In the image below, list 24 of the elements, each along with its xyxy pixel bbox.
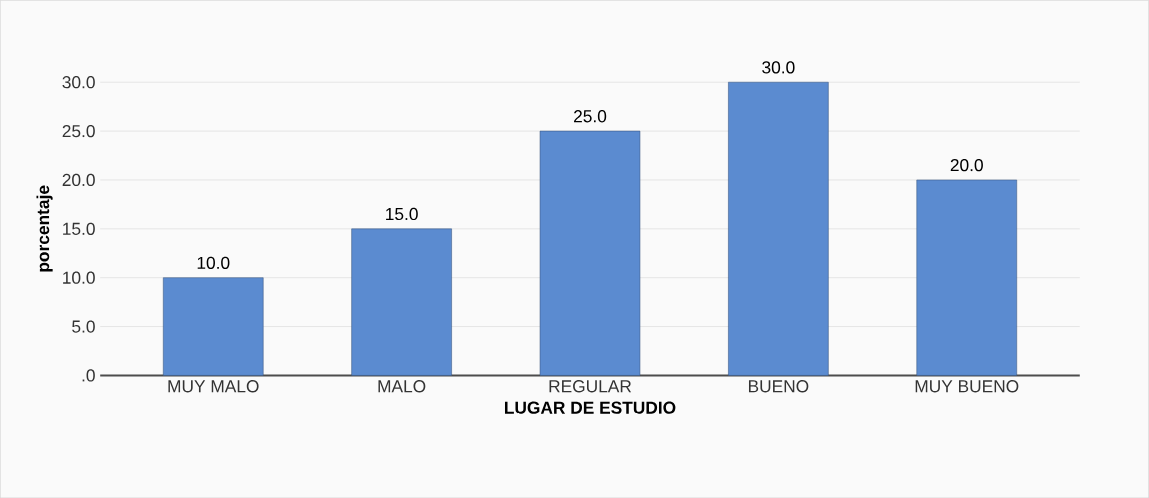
bar — [351, 228, 452, 376]
data-label: 15.0 — [386, 207, 418, 220]
y-tick-label: 20.0 — [62, 173, 95, 186]
x-tick-label: MUY BUENO — [915, 379, 1019, 393]
bar — [539, 130, 641, 376]
data-label: 20.0 — [950, 158, 983, 172]
x-tick-label: BUENO — [748, 379, 809, 393]
y-axis-title: porcentaje — [36, 185, 53, 272]
data-label: 10.0 — [197, 256, 230, 269]
x-tick-label: MALO — [378, 379, 426, 393]
y-tick-label: 30.0 — [62, 75, 95, 89]
y-tick-label: 10.0 — [63, 271, 95, 284]
x-tick-label: REGULAR — [549, 379, 632, 393]
x-tick-label: MUY MALO — [168, 379, 259, 393]
y-tick-label: 5.0 — [72, 320, 95, 333]
y-tick-label: 25.0 — [62, 124, 95, 138]
x-axis-title: LUGAR DE ESTUDIO — [505, 401, 676, 414]
y-tick-label: 15.0 — [63, 222, 95, 235]
data-label: 25.0 — [574, 109, 607, 123]
bar — [916, 179, 1017, 376]
data-label: 30.0 — [762, 61, 795, 74]
y-tick-label: .0 — [82, 369, 95, 382]
bar — [728, 81, 829, 376]
bar — [163, 277, 264, 376]
